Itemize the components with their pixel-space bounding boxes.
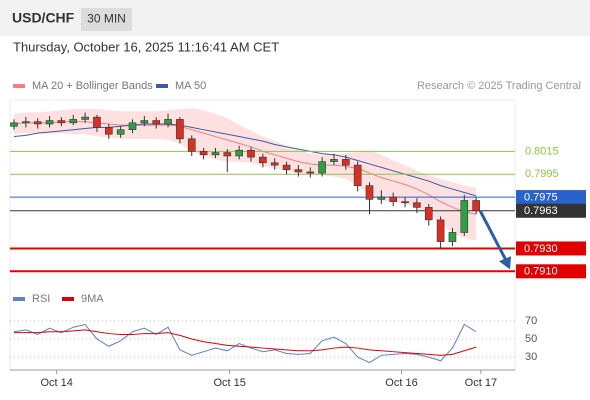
candle-body	[164, 119, 172, 125]
x-tick-label: Oct 16	[385, 377, 417, 389]
level-box	[516, 264, 586, 279]
candle-body	[377, 196, 386, 200]
candle-body	[270, 162, 279, 166]
rsi-tick-label: 30	[525, 351, 537, 363]
candle-body	[436, 219, 445, 242]
candle-body	[294, 169, 303, 173]
candle-body	[33, 121, 42, 125]
forecast-arrow	[478, 210, 509, 263]
level-label: 0.7995	[525, 168, 559, 180]
candle-body	[247, 149, 255, 158]
x-tick-label: Oct 14	[40, 377, 72, 389]
candle-body	[472, 200, 480, 212]
candle-body	[413, 202, 421, 208]
level-label: 0.7975	[524, 191, 558, 203]
candle-body	[199, 151, 208, 156]
level-label: 0.7963	[524, 205, 558, 217]
candle-body	[460, 200, 469, 233]
legend-label: RSI	[32, 293, 50, 305]
legend-label: MA 20 + Bollinger Bands	[32, 80, 153, 92]
candle-body	[448, 232, 457, 242]
candle-body	[22, 121, 30, 124]
candle-body	[128, 122, 137, 130]
legend-swatch	[156, 84, 168, 88]
symbol: USD/CHF	[12, 10, 75, 26]
rsi-line	[14, 329, 477, 356]
candle-body	[93, 116, 101, 128]
candle-body	[116, 129, 125, 135]
candle-body	[330, 159, 338, 162]
level-box	[516, 241, 586, 256]
candle-body	[57, 120, 66, 124]
candle-body	[282, 164, 291, 170]
rsi-tick-label: 70	[525, 315, 537, 327]
x-tick-label: Oct 15	[213, 377, 245, 389]
candle-body	[105, 127, 113, 135]
candle-body	[10, 122, 18, 127]
level-box	[516, 190, 586, 205]
candle-body	[235, 149, 243, 157]
level-box	[516, 203, 586, 218]
candle-body	[140, 120, 149, 124]
candle-body	[69, 119, 78, 124]
candle-body	[259, 156, 267, 164]
interval-button[interactable]	[81, 8, 132, 31]
ma50-line	[13, 123, 477, 197]
interval-label[interactable]: 30 MIN	[87, 12, 126, 26]
credit: Research © 2025 Trading Central	[417, 80, 581, 92]
legend-swatch	[13, 297, 25, 301]
legend-swatch	[62, 297, 74, 301]
level-label: 0.8015	[525, 145, 559, 157]
candle-body	[176, 119, 184, 140]
legend-label: MA 50	[175, 80, 206, 92]
candle-body	[187, 138, 196, 152]
candle-body	[365, 185, 374, 200]
x-tick-label: Oct 17	[465, 377, 497, 389]
legend-swatch	[13, 84, 25, 88]
candle-body	[223, 152, 232, 157]
level-label: 0.7930	[524, 243, 558, 255]
rsi-tick-label: 50	[525, 333, 537, 345]
candle-body	[353, 164, 362, 186]
forecast-arrowhead	[499, 256, 511, 270]
level-label: 0.7910	[524, 266, 558, 278]
candle-body	[45, 120, 54, 125]
candle-body	[318, 161, 326, 174]
candle-body	[306, 171, 315, 174]
rsi-line	[13, 323, 477, 364]
candle-body	[389, 196, 398, 202]
candle-body	[152, 120, 160, 125]
datetime: Thursday, October 16, 2025 11:16:41 AM C…	[13, 39, 279, 54]
candle-body	[424, 207, 433, 221]
ma20-line	[13, 121, 477, 215]
candle-body	[341, 159, 350, 166]
candle-body	[401, 201, 409, 204]
legend-label: 9MA	[81, 293, 104, 305]
candle-body	[211, 152, 220, 156]
candle-body	[81, 116, 89, 120]
